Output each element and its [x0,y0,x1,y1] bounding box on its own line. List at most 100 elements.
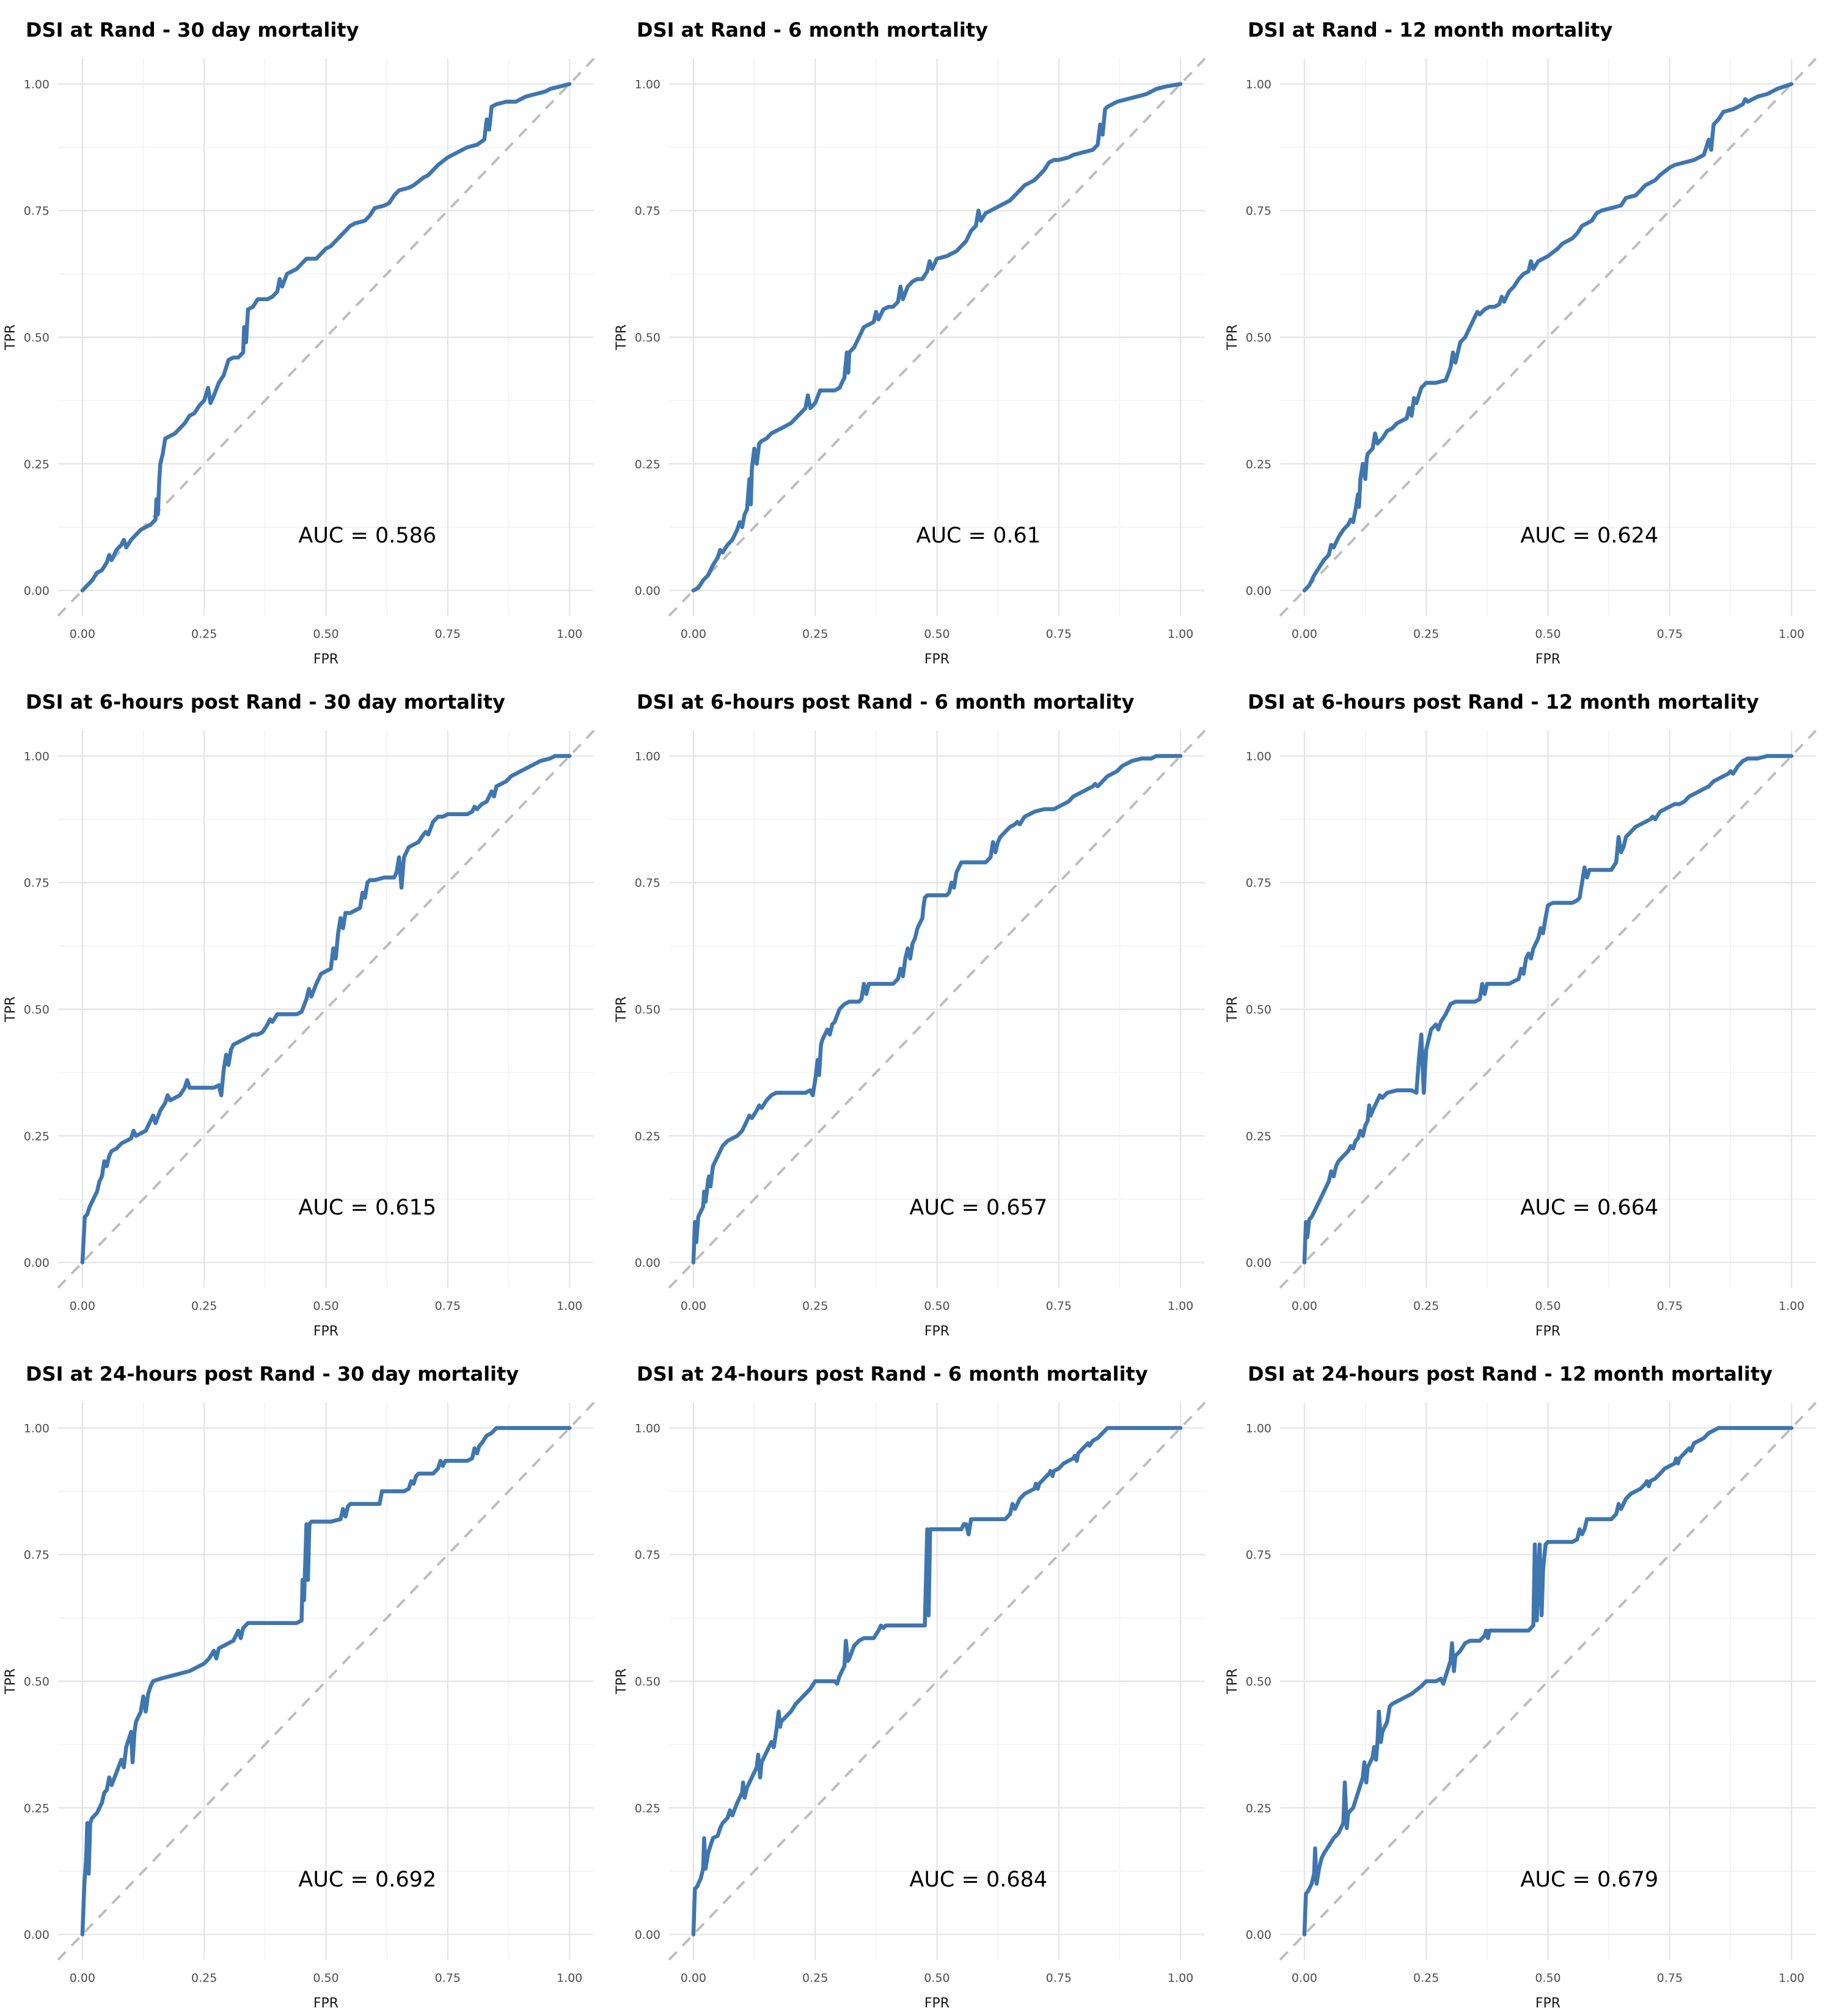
panel-title: DSI at Rand - 30 day mortality [26,18,359,42]
y-axis-tick-label: 0.25 [635,458,660,471]
x-axis-tick-label: 0.25 [191,627,217,641]
x-axis-tick-label: 0.50 [313,1299,338,1313]
x-axis-tick-label: 0.50 [1535,1299,1560,1313]
auc-label: AUC = 0.657 [909,1196,1047,1220]
y-axis-tick-label: 0.75 [1246,205,1271,218]
y-axis-tick-label: 0.25 [24,458,49,471]
x-axis-tick-label: 0.00 [70,1299,95,1313]
y-axis-title: TPR [1225,1668,1240,1695]
x-axis-tick-label: 0.25 [191,1299,217,1313]
x-axis-tick-label: 0.50 [924,627,949,641]
y-axis-tick-label: 1.00 [1246,78,1271,91]
y-axis-tick-label: 0.25 [24,1802,49,1815]
y-axis-tick-label: 0.25 [1246,1130,1271,1143]
roc-panel-24hours-6month: DSI at 24-hours post Rand - 6 month mort… [611,1344,1222,2016]
roc-plot: 0.00 0.25 0.50 0.75 1.00 0.00 0.25 0.50 0.75 1.00… [1222,43,1833,672]
x-axis-tick-label: 1.00 [1779,1299,1804,1313]
x-axis-tick-label: 1.00 [1779,1971,1804,1985]
auc-label: AUC = 0.679 [1520,1868,1658,1892]
y-axis-tick-label: 0.25 [1246,458,1271,471]
y-axis-tick-label: 0.75 [635,1549,660,1562]
roc-plot: 0.00 0.25 0.50 0.75 1.00 0.00 0.25 0.50 0.75 1.00… [611,43,1222,672]
x-axis-tick-label: 0.50 [313,627,338,641]
x-axis-title: FPR [924,652,949,667]
x-axis-tick-label: 0.75 [1657,1299,1683,1313]
y-axis-tick-label: 1.00 [635,750,660,763]
x-axis-tick-label: 0.75 [1657,627,1683,641]
y-axis-tick-label: 1.00 [635,1422,660,1435]
roc-plot: 0.00 0.25 0.50 0.75 1.00 0.00 0.25 0.50 0.75 1.00… [0,715,611,1344]
y-axis-tick-label: 0.25 [635,1130,660,1143]
x-axis-tick-label: 0.00 [681,1299,706,1313]
panel-title: DSI at Rand - 6 month mortality [637,18,988,42]
y-axis-tick-label: 0.75 [1246,877,1271,890]
x-axis-tick-label: 0.25 [802,627,828,641]
panel-title: DSI at 24-hours post Rand - 12 month mor… [1248,1362,1773,1386]
x-axis-tick-label: 0.00 [70,1971,95,1985]
x-axis-tick-label: 0.00 [1292,1971,1317,1985]
x-axis-tick-label: 0.75 [1046,1971,1072,1985]
x-axis-title: FPR [924,1324,949,1339]
roc-curve [691,754,1183,1265]
roc-curve [1302,754,1794,1265]
y-axis-tick-label: 1.00 [24,750,49,763]
x-axis-tick-label: 0.75 [435,1971,461,1985]
y-axis-tick-label: 0.00 [24,1929,49,1942]
roc-curve [691,82,1183,593]
auc-label: AUC = 0.615 [298,1196,436,1220]
roc-panel-rand-6month: DSI at Rand - 6 month mortality 0.00 0.25… [611,0,1222,672]
y-axis-tick-label: 0.75 [635,205,660,218]
y-axis-title: TPR [1225,996,1240,1023]
y-axis-title: TPR [1225,324,1240,351]
y-axis-tick-label: 0.25 [635,1802,660,1815]
y-axis-title: TPR [3,1668,18,1695]
y-axis-tick-label: 0.50 [635,1003,660,1017]
y-axis-tick-label: 0.00 [1246,585,1271,598]
x-axis-tick-label: 1.00 [557,627,582,641]
x-axis-tick-label: 0.50 [1535,627,1560,641]
x-axis-title: FPR [313,652,338,667]
panel-title: DSI at 24-hours post Rand - 6 month mort… [637,1362,1148,1386]
y-axis-tick-label: 1.00 [1246,1422,1271,1435]
x-axis-tick-label: 0.00 [681,627,706,641]
x-axis-tick-label: 0.00 [681,1971,706,1985]
y-axis-tick-label: 1.00 [24,1422,49,1435]
panel-title: DSI at 6-hours post Rand - 6 month morta… [637,690,1135,714]
roc-panel-rand-12month: DSI at Rand - 12 month mortality 0.00 0.2… [1222,0,1833,672]
y-axis-tick-label: 0.50 [1246,1003,1271,1017]
y-axis-tick-label: 0.50 [24,1675,49,1689]
y-axis-tick-label: 0.25 [24,1130,49,1143]
roc-panel-6hours-12month: DSI at 6-hours post Rand - 12 month mort… [1222,672,1833,1344]
roc-plot: 0.00 0.25 0.50 0.75 1.00 0.00 0.25 0.50 0.75 1.00… [1222,715,1833,1344]
roc-curve [1302,82,1794,593]
x-axis-tick-label: 0.00 [1292,1299,1317,1313]
y-axis-tick-label: 0.75 [635,877,660,890]
auc-label: AUC = 0.664 [1520,1196,1658,1220]
auc-label: AUC = 0.61 [916,524,1041,548]
y-axis-tick-label: 0.00 [635,585,660,598]
roc-plot: 0.00 0.25 0.50 0.75 1.00 0.00 0.25 0.50 0.75 1.00… [611,715,1222,1344]
x-axis-tick-label: 1.00 [557,1299,582,1313]
x-axis-tick-label: 0.25 [1413,1299,1439,1313]
y-axis-tick-label: 0.00 [24,1257,49,1270]
roc-plot: 0.00 0.25 0.50 0.75 1.00 0.00 0.25 0.50 0.75 1.00… [0,43,611,672]
x-axis-tick-label: 1.00 [1779,627,1804,641]
y-axis-tick-label: 0.00 [24,585,49,598]
x-axis-title: FPR [1535,1996,1560,2011]
y-axis-title: TPR [3,324,18,351]
y-axis-tick-label: 0.50 [635,1675,660,1689]
panel-title: DSI at 6-hours post Rand - 12 month mort… [1248,690,1759,714]
y-axis-tick-label: 0.00 [1246,1929,1271,1942]
x-axis-tick-label: 0.25 [802,1971,828,1985]
y-axis-tick-label: 0.75 [24,877,49,890]
y-axis-tick-label: 0.00 [635,1929,660,1942]
x-axis-tick-label: 1.00 [557,1971,582,1985]
panel-title: DSI at 24-hours post Rand - 30 day morta… [26,1362,519,1386]
y-axis-tick-label: 0.25 [1246,1802,1271,1815]
auc-label: AUC = 0.624 [1520,524,1658,548]
y-axis-title: TPR [614,996,629,1023]
roc-plot: 0.00 0.25 0.50 0.75 1.00 0.00 0.25 0.50 0.75 1.00… [0,1387,611,2016]
y-axis-tick-label: 1.00 [24,78,49,91]
x-axis-tick-label: 0.50 [924,1971,949,1985]
